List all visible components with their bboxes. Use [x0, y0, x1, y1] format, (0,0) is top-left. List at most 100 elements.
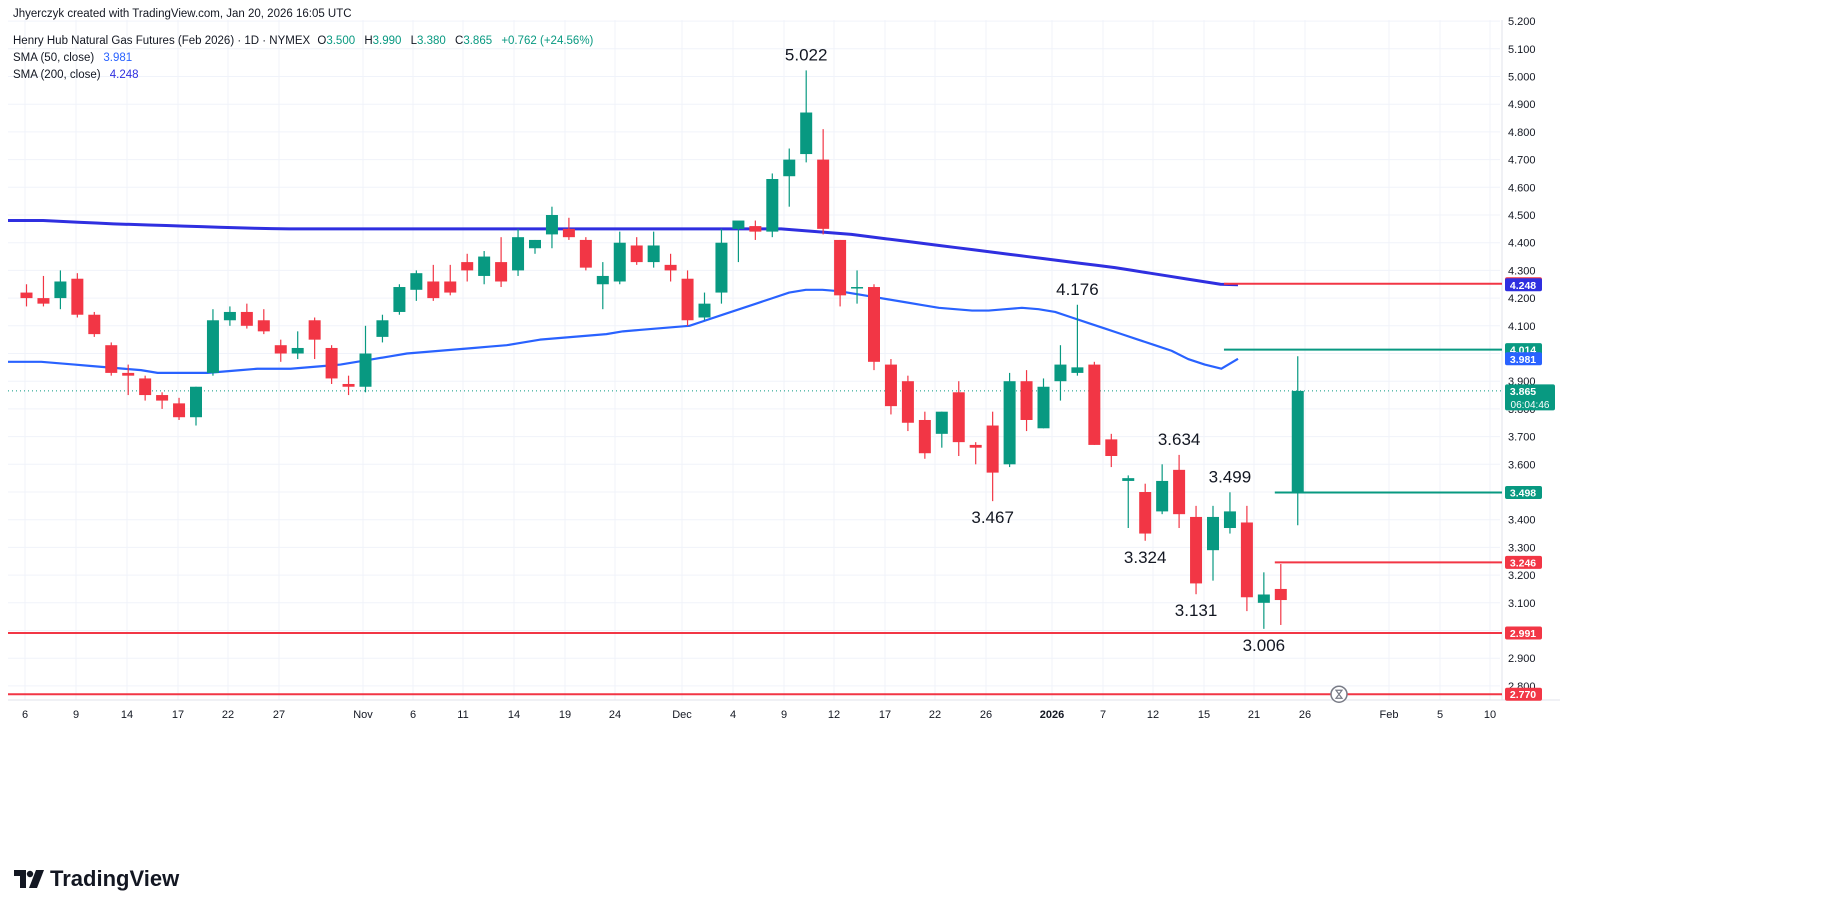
- candle-body: [122, 372, 135, 376]
- indicator-price-tag-label: 3.865: [1510, 386, 1536, 398]
- candle-body: [664, 264, 677, 271]
- low-label: L: [410, 35, 418, 47]
- candle-body: [444, 281, 457, 293]
- indicator-price-tag-label: 3.981: [1510, 354, 1536, 366]
- symbol-name: Henry Hub Natural Gas Futures (Feb 2026)…: [13, 35, 311, 47]
- price-annotation: 3.324: [1124, 548, 1167, 567]
- y-tick-label: 4.400: [1508, 238, 1536, 250]
- x-tick-label: 12: [828, 709, 840, 721]
- indicator-price-tag: [1505, 278, 1542, 292]
- x-tick-label: 17: [879, 709, 891, 721]
- candle-body: [732, 220, 745, 229]
- candle-body: [54, 281, 67, 299]
- y-tick-label: 4.200: [1508, 293, 1536, 305]
- tradingview-brand[interactable]: TradingView: [14, 866, 179, 892]
- legend-symbol-row[interactable]: Henry Hub Natural Gas Futures (Feb 2026)…: [13, 35, 599, 47]
- y-tick-label: 4.700: [1508, 155, 1536, 167]
- x-tick-label: 5: [1437, 709, 1443, 721]
- y-tick-label: 5.000: [1508, 72, 1536, 84]
- y-tick-label: 5.100: [1508, 44, 1536, 56]
- candle-body: [190, 386, 202, 418]
- candle-body: [88, 314, 101, 335]
- brand-name: TradingView: [50, 866, 180, 891]
- x-tick-label: 22: [222, 709, 234, 721]
- candle-body: [783, 159, 796, 177]
- level-price-tag-label: 3.498: [1510, 488, 1536, 500]
- candle-body: [681, 278, 694, 321]
- legend-sma50-row[interactable]: SMA (50, close) 3.981: [13, 52, 138, 64]
- hourglass-icon: [1334, 689, 1344, 699]
- candle-body: [596, 275, 609, 285]
- price-annotation: 4.176: [1056, 280, 1099, 299]
- sma200-line: [8, 219, 1239, 287]
- candle-body: [1071, 367, 1084, 373]
- candle-body: [206, 320, 219, 373]
- x-tick-label: 6: [410, 709, 416, 721]
- candle-body: [579, 239, 592, 268]
- candle-body: [495, 262, 508, 282]
- candle-body: [800, 112, 813, 155]
- y-tick-label: 3.100: [1508, 598, 1536, 610]
- y-tick-label: 3.400: [1508, 515, 1536, 527]
- candle-body: [1257, 594, 1270, 603]
- candle-body: [1240, 522, 1253, 598]
- candle-body: [37, 298, 50, 304]
- candle-body: [139, 378, 152, 396]
- price-annotation: 3.467: [971, 508, 1014, 527]
- indicator-price-tag-label: 4.248: [1510, 280, 1536, 292]
- x-tick-label: 10: [1484, 709, 1496, 721]
- x-tick-label: 6: [22, 709, 28, 721]
- chart-credit: Jhyerczyk created with TradingView.com, …: [13, 8, 358, 20]
- candle-body: [173, 403, 186, 418]
- level-price-tag-label: 3.246: [1510, 557, 1536, 569]
- candle-body: [410, 273, 423, 290]
- candle-body: [715, 242, 728, 293]
- candle-body: [698, 303, 711, 318]
- high-label: H: [364, 35, 373, 47]
- candle-body: [545, 215, 558, 235]
- credit-text: Jhyerczyk created with TradingView.com, …: [13, 8, 352, 20]
- candle-body: [749, 226, 762, 232]
- candle-body: [1122, 478, 1135, 481]
- candle-body: [1173, 469, 1186, 515]
- candle-body: [868, 287, 880, 362]
- candle-body: [529, 239, 541, 249]
- level-price-tag-label: 2.991: [1510, 628, 1536, 640]
- legend-sma200-row[interactable]: SMA (200, close) 4.248: [13, 69, 145, 81]
- candle-body: [240, 311, 253, 326]
- price-annotation: 3.131: [1175, 601, 1218, 620]
- candle-body: [342, 383, 355, 387]
- candle-body: [1223, 511, 1236, 529]
- candle-body: [901, 381, 914, 423]
- x-tick-label: 7: [1100, 709, 1106, 721]
- sma200-label: SMA (200, close): [13, 69, 101, 81]
- x-tick-label: 12: [1147, 709, 1159, 721]
- candle-body: [325, 347, 338, 379]
- candle-body: [1003, 381, 1016, 465]
- candle-body: [918, 419, 931, 454]
- sma200-value: 4.248: [109, 69, 139, 81]
- x-tick-label: 4: [730, 709, 736, 721]
- candle-body: [1274, 588, 1287, 601]
- price-annotation: 3.006: [1243, 636, 1286, 655]
- candle-body: [20, 292, 33, 299]
- candle-body: [223, 311, 236, 321]
- candle-body: [1190, 516, 1203, 584]
- x-tick-label: Nov: [353, 709, 373, 721]
- y-tick-label: 4.500: [1508, 210, 1536, 222]
- x-tick-label: 15: [1198, 709, 1210, 721]
- candle-body: [512, 237, 525, 271]
- x-tick-label: Dec: [672, 709, 692, 721]
- candle-body: [952, 392, 965, 443]
- candle-body: [935, 411, 948, 434]
- candle-body: [1105, 439, 1118, 456]
- candle-body: [105, 345, 118, 373]
- x-tick-label: 11: [457, 709, 468, 721]
- candle-body: [834, 239, 847, 296]
- candle-body: [1020, 381, 1033, 420]
- indicator-price-tag: [1505, 384, 1555, 411]
- candle-body: [1291, 390, 1304, 493]
- candle-body: [969, 444, 982, 448]
- candle-body: [257, 320, 270, 332]
